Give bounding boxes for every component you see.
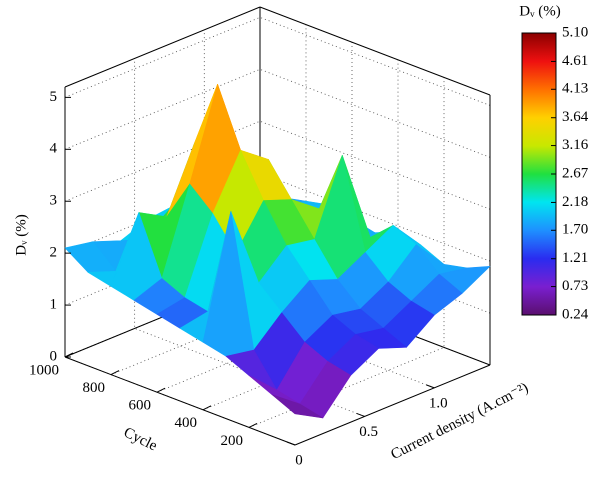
- y-tick-label: 800: [83, 380, 106, 396]
- colorbar-title: Dᵥ (%): [519, 3, 560, 19]
- z-tick-label: 1: [50, 297, 58, 313]
- colorbar: [521, 32, 557, 316]
- x-tick: [426, 384, 435, 389]
- z-axis-label: Dᵥ (%): [13, 214, 29, 255]
- z-tick-label: 0: [50, 348, 58, 364]
- colorbar-tick-label: 1.70: [562, 222, 588, 238]
- y-tick: [202, 405, 212, 411]
- box-edge: [64, 6, 261, 88]
- y-tick: [156, 387, 166, 393]
- grid-line: [64, 68, 491, 158]
- z-tick-label: 2: [50, 245, 58, 261]
- y-tick: [110, 370, 120, 376]
- x-tick: [286, 441, 296, 446]
- colorbar-tick-label: 3.16: [562, 137, 589, 153]
- z-tick-label: 3: [50, 193, 58, 209]
- x-tick-label: 0: [295, 452, 303, 468]
- x-tick: [356, 412, 365, 417]
- y-tick: [248, 422, 258, 428]
- colorbar-tick-label: 4.61: [562, 53, 588, 69]
- colorbar-tick-label: 0.73: [562, 278, 588, 294]
- colorbar-tick-label: 0.24: [562, 306, 589, 322]
- y-tick-label: 1000: [29, 362, 59, 378]
- y-tick-label: 200: [221, 433, 244, 449]
- x-tick-label: 1.0: [429, 395, 448, 411]
- x-axis-label: Current density (A.cm⁻²): [388, 380, 531, 463]
- colorbar-tick-label: 1.21: [562, 250, 588, 266]
- colorbar-tick-label: 5.10: [562, 24, 588, 40]
- axis-line: [64, 356, 296, 446]
- box-edge: [259, 6, 491, 96]
- colorbar-tick-label: 3.64: [562, 109, 589, 125]
- x-tick-label: 0.5: [359, 424, 378, 440]
- z-tick-label: 4: [50, 141, 58, 157]
- axis-line: [294, 364, 491, 446]
- surface-cell: [271, 394, 324, 419]
- y-tick-label: 600: [129, 398, 152, 414]
- y-tick-label: 400: [175, 415, 198, 431]
- z-tick-label: 5: [50, 89, 58, 105]
- y-tick: [64, 352, 74, 358]
- colorbar-tick-label: 2.18: [562, 194, 588, 210]
- y-axis-label: Cycle: [121, 425, 160, 455]
- colorbar-tick-label: 4.13: [562, 81, 588, 97]
- colorbar-tick-label: 2.67: [562, 165, 589, 181]
